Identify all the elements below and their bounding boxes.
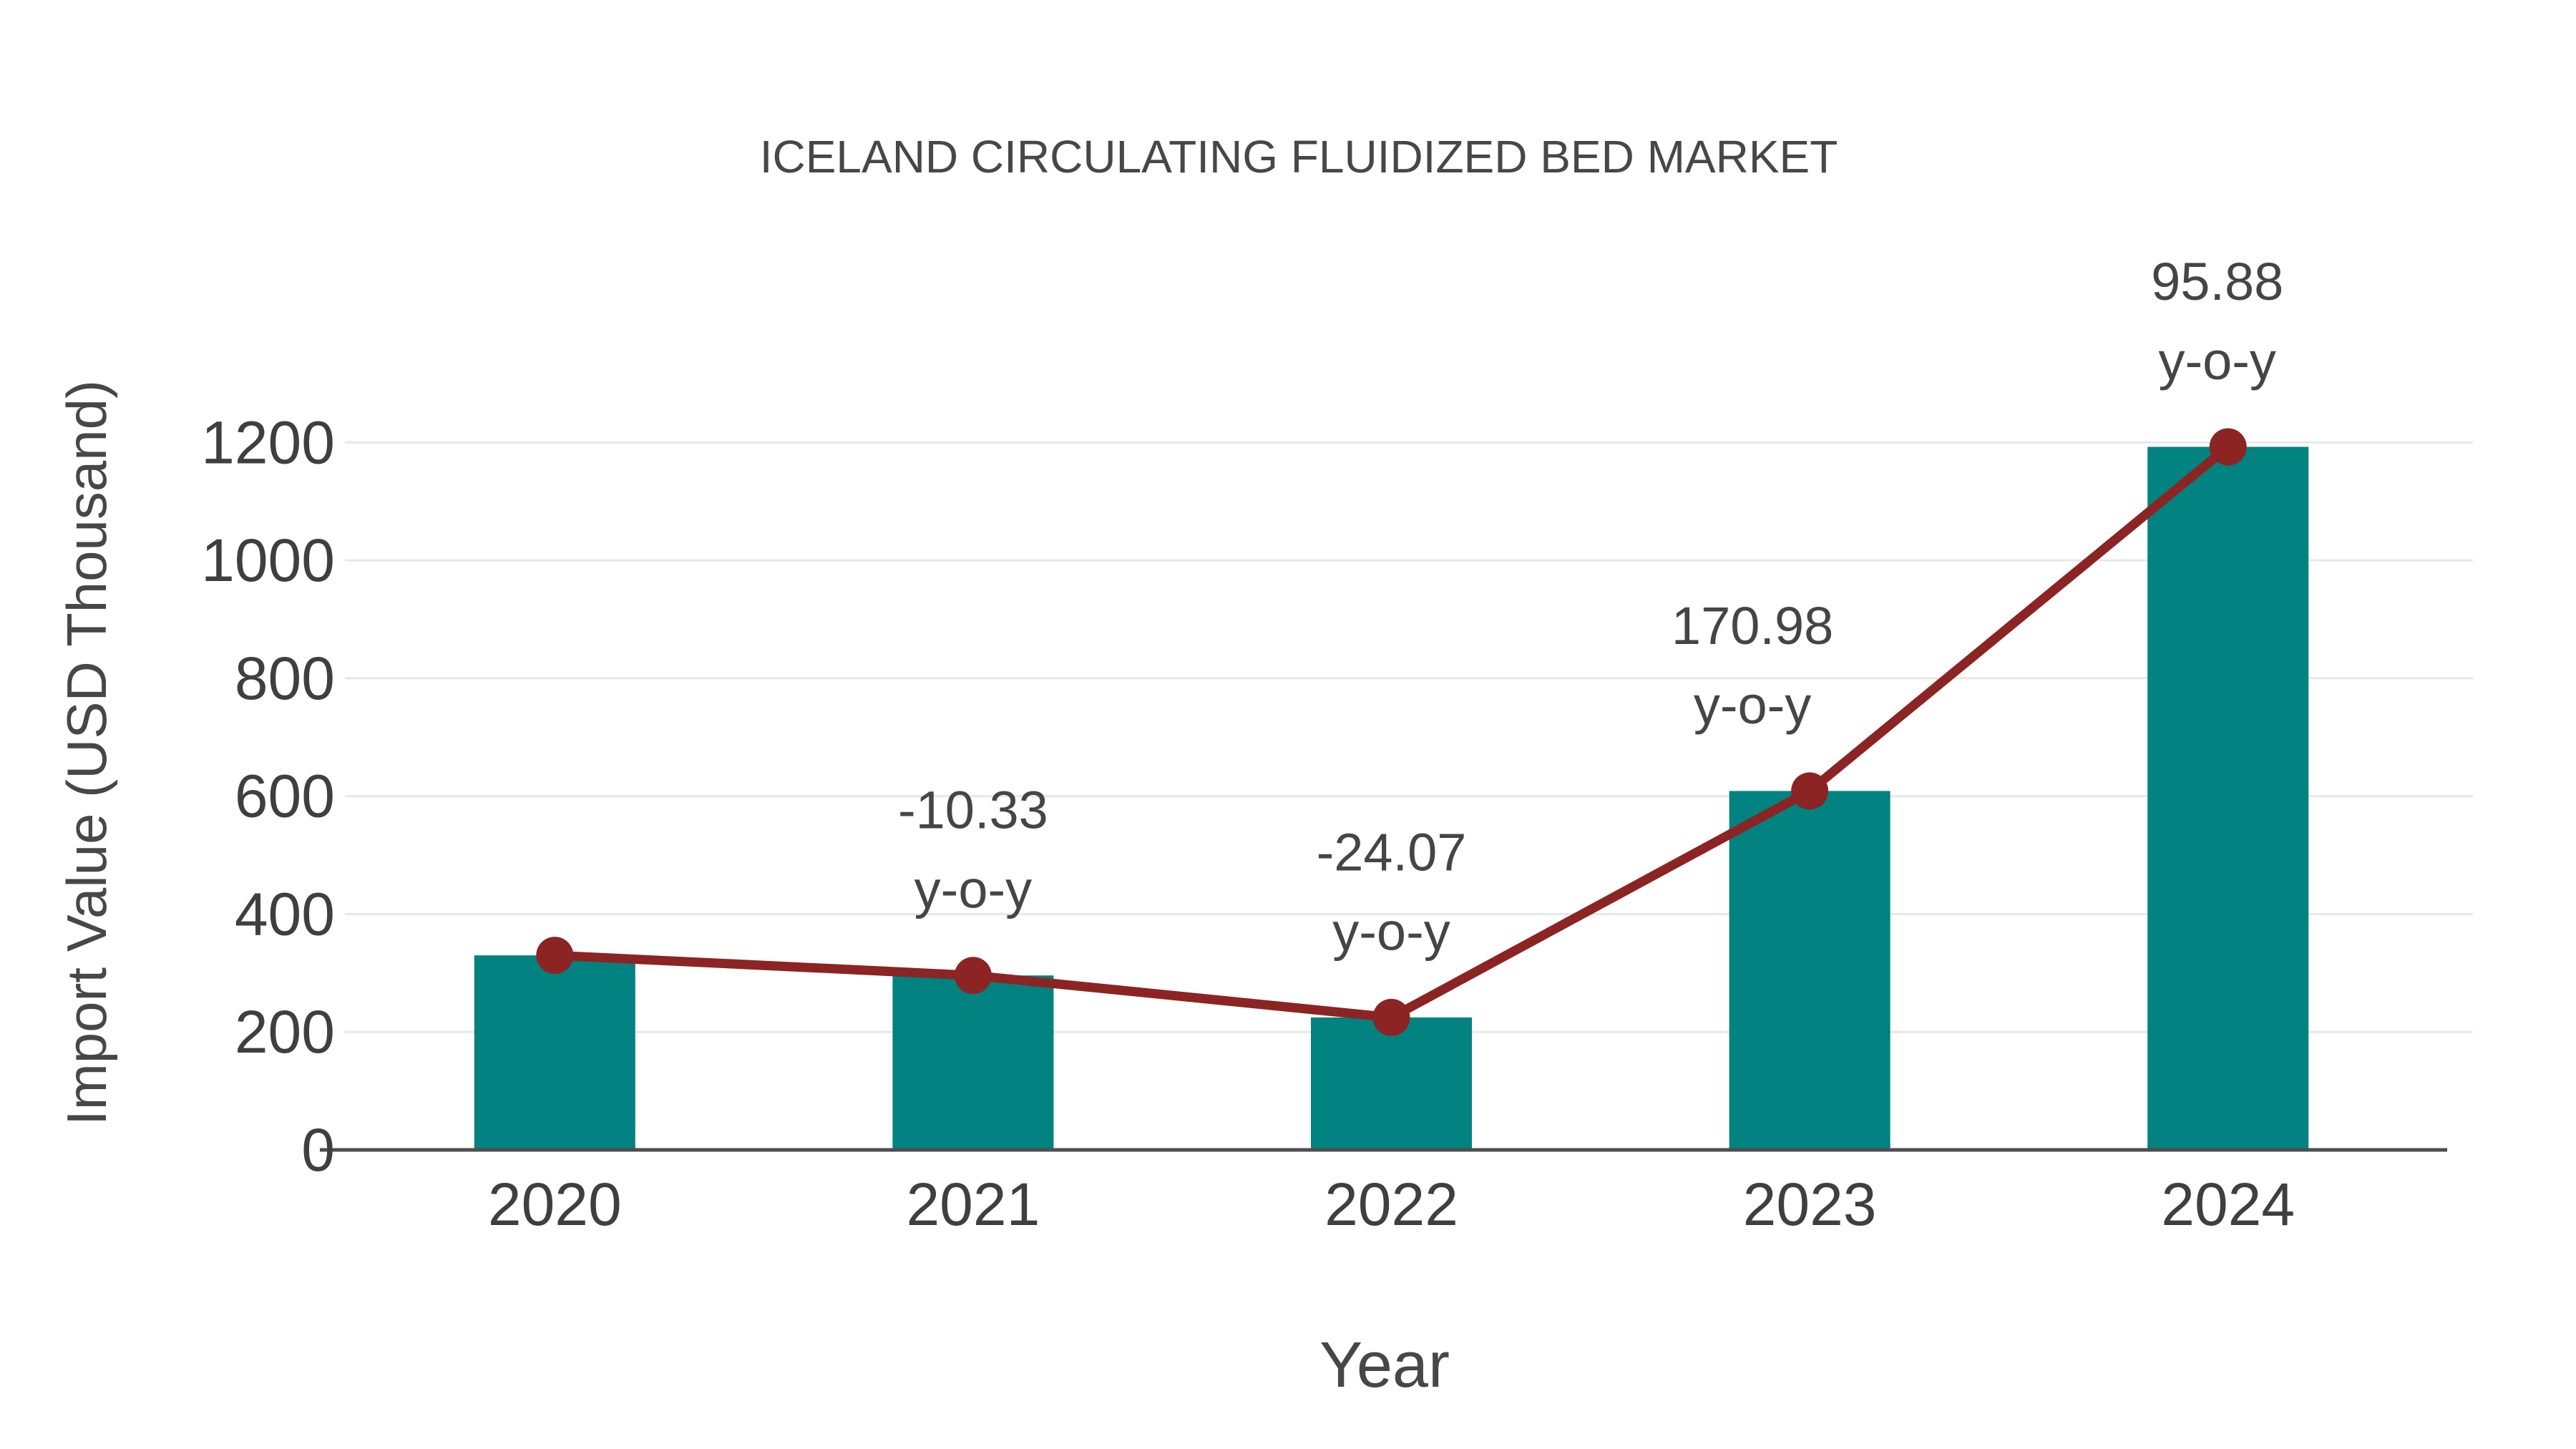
x-tick-label-2021: 2021: [906, 1171, 1040, 1238]
bar-2020: [474, 955, 635, 1150]
y-tick-label-1200: 1200: [201, 409, 335, 476]
line-marker-2022: [1372, 998, 1410, 1036]
y-tick-label-400: 400: [235, 880, 335, 947]
line-marker-2021: [954, 957, 992, 995]
x-axis-title: Year: [1319, 1330, 1450, 1401]
line-series: [536, 428, 2247, 1036]
line-marker-2024: [2209, 428, 2247, 466]
annotation-value-2022: -24.07: [1317, 822, 1467, 882]
y-tick-label-600: 600: [235, 763, 335, 830]
x-tick-label-2020: 2020: [488, 1171, 622, 1238]
bar-series: [474, 447, 2309, 1150]
gridlines: [345, 441, 2473, 1033]
annotation-yoy-2022: y-o-y: [1332, 902, 1450, 961]
axis-tick-labels: 0 200 400 600 800 1000 1200 2020 2021 2022 2023 202…: [201, 409, 2295, 1238]
annotation-yoy-2024: y-o-y: [2158, 331, 2275, 391]
annotation-value-2023: 170.98: [1672, 596, 1833, 655]
x-tick-label-2024: 2024: [2161, 1171, 2295, 1238]
line-marker-2020: [536, 937, 574, 975]
annotation-value-2024: 95.88: [2151, 252, 2283, 311]
bar-2022: [1311, 1017, 1472, 1150]
annotation-yoy-2023: y-o-y: [1694, 675, 1811, 735]
bar-2024: [2147, 447, 2309, 1150]
y-tick-label-800: 800: [235, 645, 335, 712]
annotation-value-2021: -10.33: [898, 781, 1048, 840]
y-tick-label-1000: 1000: [201, 527, 335, 594]
yoy-annotations: -10.33 y-o-y -24.07 y-o-y 170.98 y-o-y 95.88 y-…: [898, 252, 2283, 961]
annotation-yoy-2021: y-o-y: [914, 860, 1032, 919]
x-tick-label-2022: 2022: [1324, 1171, 1458, 1238]
y-axis-title: Import Value (USD Thousand): [55, 380, 118, 1126]
y-tick-label-200: 200: [235, 998, 335, 1065]
bar-2021: [892, 975, 1054, 1150]
chart-title: ICELAND CIRCULATING FLUIDIZED BED MARKET: [760, 131, 1838, 182]
bar-2023: [1729, 791, 1890, 1150]
line-marker-2023: [1791, 772, 1829, 810]
x-tick-label-2023: 2023: [1743, 1171, 1877, 1238]
y-tick-label-0: 0: [301, 1116, 335, 1184]
